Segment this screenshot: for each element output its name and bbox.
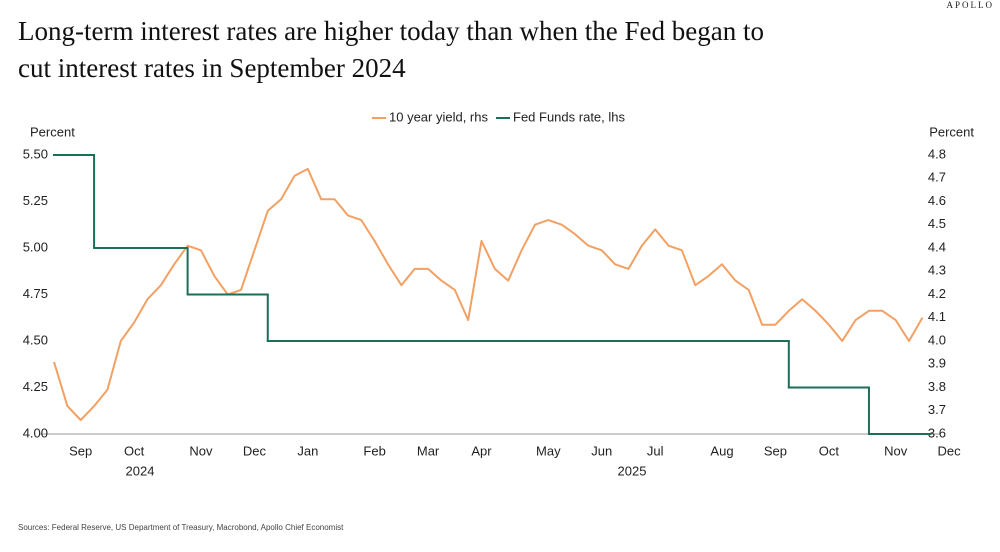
y2-tick-label: 3.8 bbox=[928, 379, 946, 394]
y2-tick-label: 3.7 bbox=[928, 402, 946, 417]
chart-title: Long-term interest rates are higher toda… bbox=[18, 16, 764, 83]
x-tick-label: Nov bbox=[884, 443, 908, 458]
x-tick-label: Apr bbox=[471, 443, 492, 458]
series-line bbox=[53, 167, 924, 421]
x-tick-label: Jul bbox=[647, 443, 664, 458]
x-tick-label: Oct bbox=[124, 443, 145, 458]
y2-tick-label: 4.8 bbox=[928, 146, 946, 161]
x-tick-label: Aug bbox=[710, 443, 733, 458]
y-tick-label: 5.00 bbox=[23, 239, 48, 254]
y2-tick-label: 4.2 bbox=[928, 286, 946, 301]
x-tick-label: Feb bbox=[363, 443, 385, 458]
year-label: 2025 bbox=[618, 463, 647, 478]
y2-tick-label: 4.0 bbox=[928, 332, 946, 347]
x-tick-label: May bbox=[536, 443, 561, 458]
x-tick-label: Dec bbox=[243, 443, 267, 458]
x-tick-label: Mar bbox=[417, 443, 440, 458]
y2-tick-label: 4.3 bbox=[928, 263, 946, 278]
y-tick-label: 5.25 bbox=[23, 193, 48, 208]
y2-axis-label: Percent bbox=[929, 124, 974, 139]
source-note: Sources: Federal Reserve, US Department … bbox=[18, 523, 344, 532]
y2-tick-label: 4.4 bbox=[928, 239, 946, 254]
x-tick-label: Nov bbox=[189, 443, 213, 458]
legend-label: Fed Funds rate, lhs bbox=[513, 109, 625, 124]
x-tick-label: Sep bbox=[69, 443, 92, 458]
x-tick-label: Oct bbox=[819, 443, 840, 458]
y2-tick-label: 4.1 bbox=[928, 309, 946, 324]
y-tick-label: 4.50 bbox=[23, 332, 48, 347]
y2-tick-label: 4.6 bbox=[928, 193, 946, 208]
year-label: 2024 bbox=[126, 463, 155, 478]
y-axis-label: Percent bbox=[30, 124, 75, 139]
y2-tick-label: 3.9 bbox=[928, 356, 946, 371]
y-tick-label: 5.50 bbox=[23, 146, 48, 161]
x-tick-label: Jun bbox=[591, 443, 612, 458]
y-tick-label: 4.25 bbox=[23, 379, 48, 394]
x-tick-label: Sep bbox=[764, 443, 787, 458]
x-tick-label: Jan bbox=[297, 443, 318, 458]
y2-tick-label: 4.7 bbox=[928, 170, 946, 185]
y-tick-label: 4.00 bbox=[23, 425, 48, 440]
x-tick-label: Dec bbox=[938, 443, 962, 458]
y2-tick-label: 4.5 bbox=[928, 216, 946, 231]
legend-label: 10 year yield, rhs bbox=[389, 109, 488, 124]
brand: APOLLO bbox=[947, 0, 995, 10]
y2-tick-label: 3.6 bbox=[928, 425, 946, 440]
y-tick-label: 4.75 bbox=[23, 286, 48, 301]
